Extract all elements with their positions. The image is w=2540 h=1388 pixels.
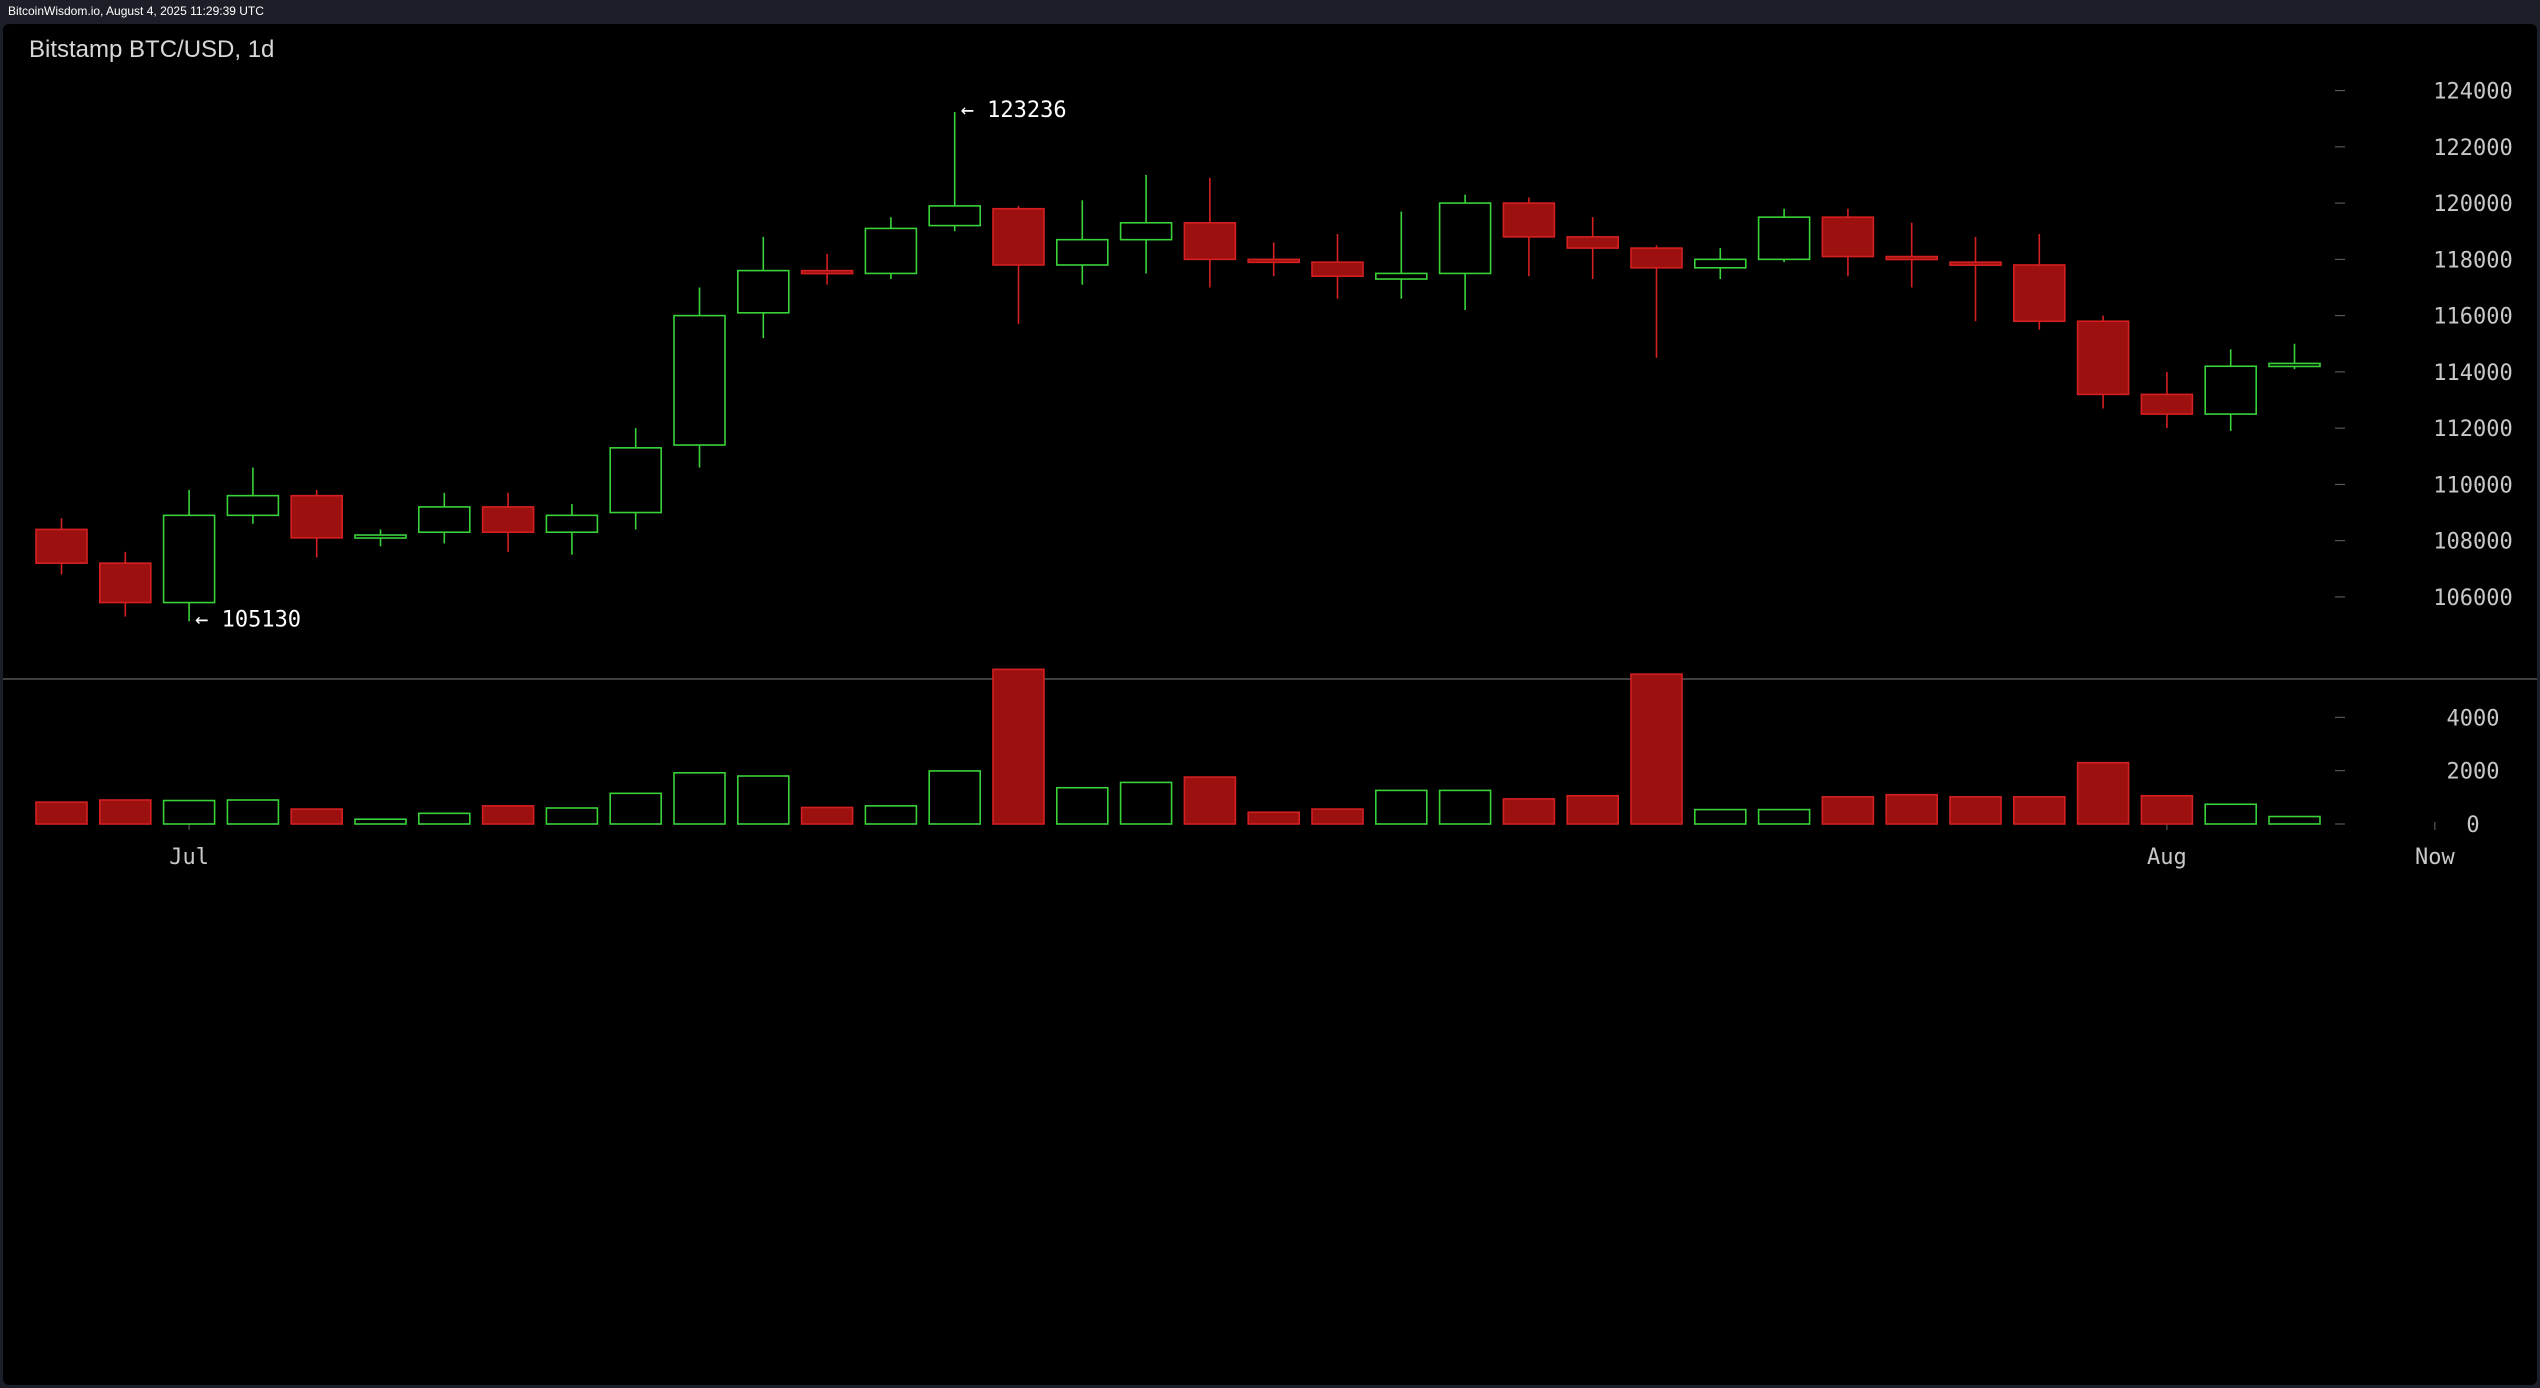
candle-body-up xyxy=(354,534,407,539)
volume-bar-down xyxy=(1502,798,1556,825)
volume-bar-up xyxy=(354,818,407,825)
candle-body-down xyxy=(1311,261,1364,278)
candle-body-up xyxy=(162,514,216,604)
candle-body-down xyxy=(1183,221,1237,261)
candle-body-up xyxy=(673,314,726,446)
candlestick-chart: 124000 122000 120000 118000 116000 114000 1120… xyxy=(3,80,2537,870)
x-tick-label: Aug xyxy=(2147,845,2187,870)
chart-title: Bitstamp BTC/USD, 1d xyxy=(29,36,275,63)
candle-body-up xyxy=(1694,258,1747,269)
candle-body-down xyxy=(1821,216,1875,258)
volume-bar-down xyxy=(2013,795,2066,825)
volume-bar-up xyxy=(226,799,280,825)
candle-body-down xyxy=(800,269,854,275)
price-tick-label: 124000 xyxy=(2433,80,2512,105)
volume-bar-down xyxy=(992,668,1045,825)
volume-tick-label: 2000 xyxy=(2447,760,2500,785)
candle-body-up xyxy=(609,447,663,514)
candle-body-down xyxy=(1885,255,1938,261)
candle-body-up xyxy=(545,514,599,534)
candle-body-down xyxy=(2140,393,2194,415)
volume-bar-down xyxy=(1885,793,1938,825)
candle-body-down xyxy=(1949,261,2002,266)
x-tick-label: Jul xyxy=(169,845,209,870)
volume-bar-up xyxy=(928,770,982,825)
volume-bar-down xyxy=(1630,673,1683,825)
candle-body-down xyxy=(1247,258,1300,264)
volume-bar-down xyxy=(1247,811,1300,825)
candle-body-up xyxy=(2268,362,2321,368)
volume-bar-up xyxy=(1694,808,1747,825)
chart-panel: Bitstamp BTC/USD, 1d 124000 122000 120000 1… xyxy=(3,24,2537,1385)
price-tick-label: 112000 xyxy=(2433,417,2512,442)
price-tick-label: 110000 xyxy=(2433,473,2512,498)
candle-body-up xyxy=(1375,272,1428,280)
candle-body-up xyxy=(2204,365,2257,415)
top-bar: BitcoinWisdom.io, August 4, 2025 11:29:3… xyxy=(0,0,2540,24)
volume-bar-up xyxy=(1757,808,1811,825)
volume-bar-down xyxy=(1949,795,2002,825)
price-extreme-marker: ← 123236 xyxy=(961,98,1067,123)
volume-bar-up xyxy=(609,792,663,825)
volume-bar-down xyxy=(1821,795,1875,825)
candle-body-up xyxy=(1056,238,1109,266)
candle-body-down xyxy=(99,562,152,604)
volume-bar-down xyxy=(2140,794,2194,825)
volume-bar-up xyxy=(417,812,471,825)
price-extreme-marker: ← 105130 xyxy=(195,607,301,632)
candle-body-down xyxy=(1502,202,1556,238)
price-tick-label: 118000 xyxy=(2433,248,2512,273)
candle-body-up xyxy=(928,205,982,227)
volume-bar-down xyxy=(290,808,344,825)
candle-body-down xyxy=(35,528,88,564)
price-tick-label: 114000 xyxy=(2433,361,2512,386)
price-tick-label: 122000 xyxy=(2433,136,2512,161)
volume-bar-up xyxy=(2204,803,2257,825)
candle-body-up xyxy=(736,269,790,314)
candle-body-down xyxy=(1630,247,1683,269)
candle-body-up xyxy=(1119,221,1173,241)
candle-body-down xyxy=(290,494,344,539)
candle-body-up xyxy=(226,494,280,517)
volume-bar-up xyxy=(1056,786,1109,825)
volume-bar-up xyxy=(1119,781,1173,825)
volume-bar-down xyxy=(800,806,854,825)
volume-bar-up xyxy=(162,799,216,825)
volume-bar-down xyxy=(1311,808,1364,825)
volume-bar-down xyxy=(2076,761,2130,825)
x-tick-label: Now xyxy=(2415,845,2455,870)
candle-body-down xyxy=(2013,264,2066,323)
volume-tick-label: 0 xyxy=(2466,813,2479,838)
candle-body-up xyxy=(864,227,918,275)
volume-bar-down xyxy=(1183,776,1237,825)
volume-bar-down xyxy=(35,801,88,825)
volume-bar-up xyxy=(2268,815,2321,825)
candle-body-up xyxy=(1757,216,1811,261)
price-tick-label: 106000 xyxy=(2433,586,2512,611)
volume-bar-up xyxy=(1375,789,1428,825)
candle-body-down xyxy=(481,506,535,534)
price-tick-label: 120000 xyxy=(2433,192,2512,217)
volume-bar-up xyxy=(1438,789,1492,825)
volume-bar-up xyxy=(864,805,918,825)
price-tick-label: 108000 xyxy=(2433,530,2512,555)
volume-bar-up xyxy=(673,771,726,825)
volume-bar-down xyxy=(99,799,152,825)
candle-body-up xyxy=(1438,202,1492,275)
candle-body-up xyxy=(417,506,471,534)
source-timestamp: BitcoinWisdom.io, August 4, 2025 11:29:3… xyxy=(8,4,264,18)
volume-bar-up xyxy=(736,775,790,825)
candle-body-down xyxy=(1566,236,1619,249)
candle-body-down xyxy=(2076,320,2130,396)
volume-tick-label: 4000 xyxy=(2447,706,2500,731)
volume-bar-up xyxy=(545,807,599,825)
price-tick-label: 116000 xyxy=(2433,305,2512,330)
volume-bar-down xyxy=(481,805,535,825)
volume-bar-down xyxy=(1566,794,1619,825)
candle-body-down xyxy=(992,207,1045,266)
